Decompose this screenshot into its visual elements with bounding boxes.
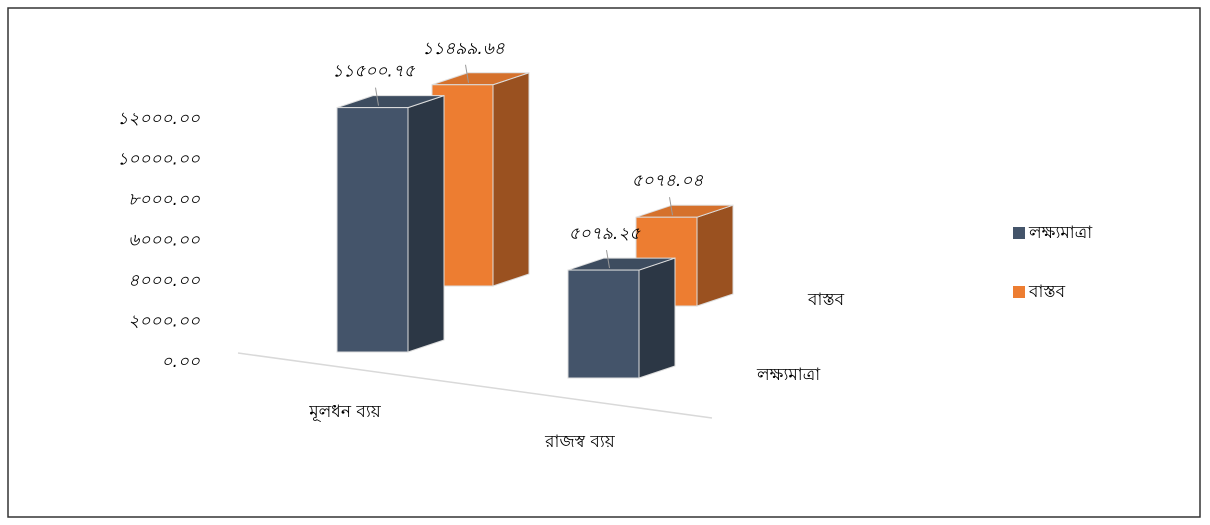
bar	[336, 94, 445, 353]
y-tick-label: ৮০০০.০০	[128, 190, 201, 210]
bar-front	[567, 269, 640, 379]
x-tick-label: রাজস্ব ব্যয়	[544, 432, 616, 452]
leader-line	[606, 249, 610, 269]
bar-side	[492, 72, 530, 287]
bar-front	[336, 107, 409, 353]
leader-line	[465, 64, 469, 83]
depth-tick-label: বাস্তব	[807, 290, 845, 310]
leader-line	[375, 87, 379, 106]
y-tick-label: ৬০০০.০০	[128, 231, 201, 251]
legend-swatch	[1013, 286, 1025, 298]
bar-side	[407, 94, 445, 353]
bar-side	[638, 257, 676, 379]
y-tick-label: ১০০০০.০০	[117, 150, 201, 170]
bar	[567, 257, 676, 379]
y-tick-label: ৪০০০.০০	[128, 271, 201, 291]
leader-line	[669, 197, 673, 216]
y-tick-label: ০.০০	[161, 352, 201, 372]
y-tick-label: ১২০০০.০০	[117, 109, 201, 129]
legend-label: বাস্তব	[1028, 282, 1066, 302]
legend-swatch	[1013, 227, 1025, 239]
data-label: ১১৪৯৯.৬৪	[422, 39, 505, 59]
data-label: ৫০৭৯.২৫	[569, 224, 642, 244]
y-tick-label: ২০০০.০০	[128, 312, 201, 332]
bar	[431, 72, 530, 287]
bar-side	[696, 204, 734, 307]
data-label: ১১৫০০.৭৫	[332, 62, 416, 82]
legend-label: লক্ষ্যমাত্রা	[1028, 223, 1093, 243]
data-label: ৫০৭৪.০৪	[632, 171, 704, 191]
x-tick-label: মূলধন ব্যয়	[308, 402, 382, 422]
depth-tick-label: লক্ষ্যমাত্রা	[756, 365, 821, 385]
floor-line	[237, 352, 713, 419]
